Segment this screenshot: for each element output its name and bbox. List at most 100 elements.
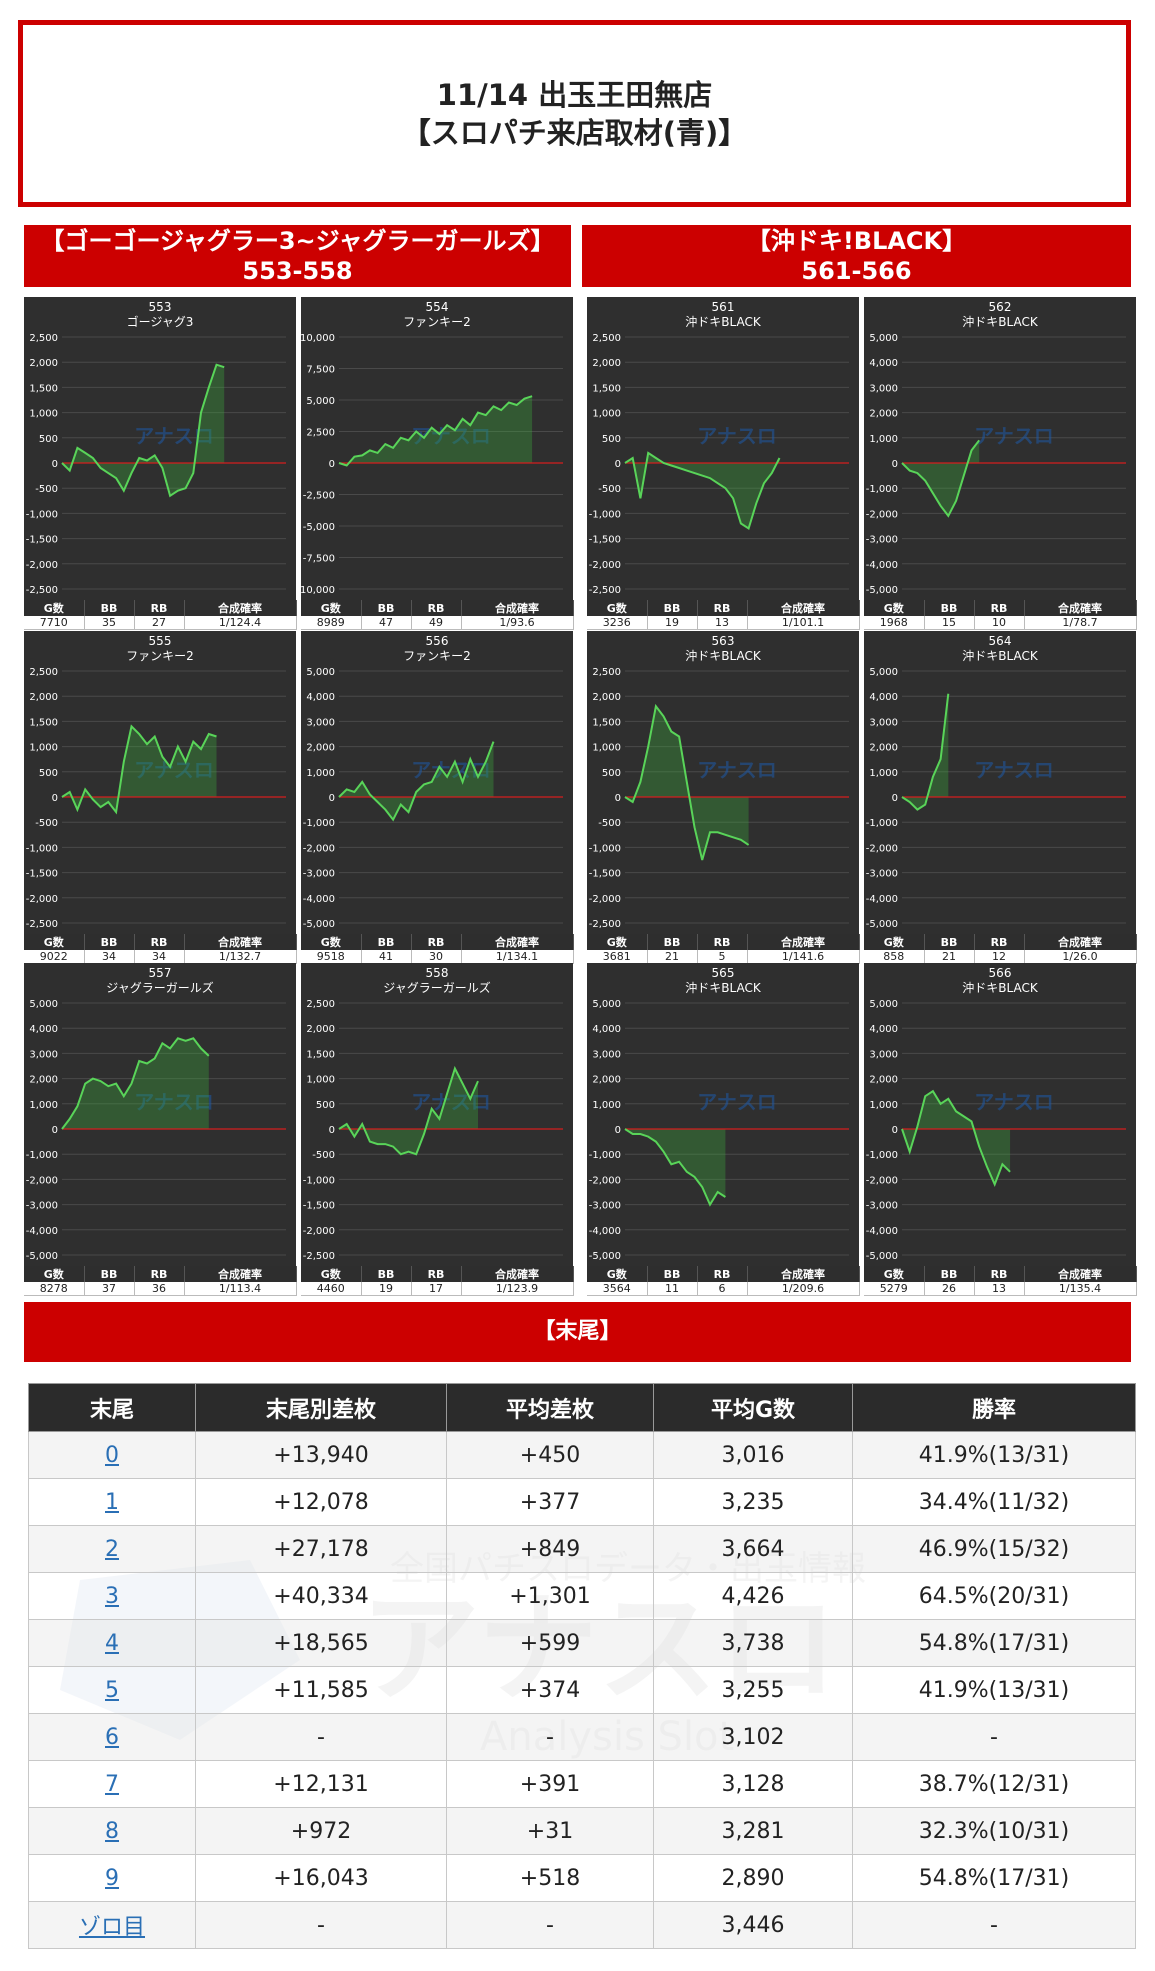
chart-y-tick-label: 1,000: [869, 768, 898, 779]
group-range: 561-566: [801, 257, 912, 285]
chart-y-tick-label: -500: [312, 1150, 335, 1161]
suffix-link[interactable]: 4: [105, 1630, 119, 1656]
suffix-link[interactable]: ゾロ目: [78, 1915, 145, 1940]
stat-value: 12: [974, 950, 1025, 964]
table-cell: +599: [446, 1619, 654, 1667]
stat-value: 21: [647, 950, 698, 964]
page-subtitle: 【スロパチ来店取材(青)】: [401, 115, 748, 150]
chart-unit-number: 561: [712, 300, 735, 314]
chart-y-tick-label: 5,000: [306, 667, 335, 678]
chart-watermark: アナスロ: [134, 1090, 214, 1114]
suffix-link[interactable]: 1: [105, 1489, 119, 1515]
chart-background: [24, 963, 296, 1266]
chart-machine-name: 沖ドキBLACK: [962, 981, 1039, 995]
chart-y-tick-label: 5,000: [869, 999, 898, 1010]
stat-header: RB: [411, 934, 462, 950]
chart-unit-number: 565: [712, 966, 735, 980]
stat-value: 1/209.6: [747, 1282, 860, 1296]
chart-y-tick-label: -1,500: [589, 869, 621, 880]
chart-y-tick-label: 2,000: [306, 1024, 335, 1035]
stat-header: RB: [411, 600, 462, 616]
table-cell: 4,426: [653, 1572, 853, 1620]
chart-y-tick-label: -10,000: [301, 585, 335, 596]
chart-watermark: アナスロ: [974, 424, 1054, 448]
stat-value: 1/123.9: [461, 1282, 574, 1296]
chart-y-tick-label: -4,000: [26, 1226, 58, 1237]
suffix-link[interactable]: 3: [105, 1583, 119, 1609]
stat-header: RB: [134, 600, 185, 616]
chart-stats: G数 BB RB 合成確率 8278 37 36 1/113.4: [24, 1266, 297, 1296]
stat-header: 合成確率: [747, 1266, 860, 1282]
chart-y-tick-label: 2,000: [592, 358, 621, 369]
chart-watermark: アナスロ: [697, 758, 777, 782]
table-cell: 32.3%(10/31): [852, 1807, 1136, 1855]
stat-header: 合成確率: [1024, 600, 1137, 616]
suffix-link[interactable]: 7: [105, 1771, 119, 1797]
chart-y-tick-label: -2,000: [26, 560, 58, 571]
stat-header: RB: [411, 1266, 462, 1282]
stat-value: 1/93.6: [461, 616, 574, 630]
suffix-cell: 9: [28, 1854, 196, 1902]
chart-stats: G数 BB RB 合成確率 8989 47 49 1/93.6: [301, 600, 574, 630]
chart-y-tick-label: -4,000: [303, 894, 335, 905]
chart-y-tick-label: 2,000: [29, 1075, 58, 1086]
chart-series-line: [61, 1037, 210, 1130]
chart-background: [24, 631, 296, 934]
suffix-table: 末尾 末尾別差枚 平均差枚 平均G数 勝率 0 +13,940 +450 3,016 41.9%…: [28, 1383, 1136, 1949]
table-cell: 46.9%(15/32): [852, 1525, 1136, 1573]
suffix-link[interactable]: 8: [105, 1818, 119, 1844]
chart-area-fill: [339, 1068, 478, 1155]
suffix-link[interactable]: 9: [105, 1865, 119, 1891]
chart-series-line: [61, 363, 225, 498]
stat-value: 47: [361, 616, 412, 630]
chart-machine-name: 沖ドキBLACK: [685, 315, 762, 329]
suffix-cell: 4: [28, 1619, 196, 1667]
table-cell: 3,016: [653, 1431, 853, 1479]
chart-panel-561: 561 沖ドキBLACK 2,500 2,000 1,500 1,000 500 0 -500 -…: [587, 297, 860, 630]
table-cell: +377: [446, 1478, 654, 1526]
stat-header: RB: [697, 1266, 748, 1282]
chart-y-tick-label: -5,000: [26, 1251, 58, 1262]
chart-y-tick-label: -2,500: [303, 491, 335, 502]
chart-y-tick-label: 0: [615, 793, 621, 804]
suffix-cell: ゾロ目: [28, 1901, 196, 1949]
chart-series-line: [624, 703, 750, 861]
stat-value: 9518: [301, 950, 362, 964]
chart-area-fill: [625, 452, 780, 529]
chart-y-tick-label: 0: [329, 793, 335, 804]
chart-y-tick-label: 1,000: [29, 409, 58, 420]
suffix-link[interactable]: 5: [105, 1677, 119, 1703]
suffix-link[interactable]: 6: [105, 1724, 119, 1750]
table-row: 6- -3,102-: [28, 1713, 1136, 1761]
stat-value: 3564: [587, 1282, 648, 1296]
chart-machine-name: 沖ドキBLACK: [962, 315, 1039, 329]
chart-stats: G数 BB RB 合成確率 3564 11 6 1/209.6: [587, 1266, 860, 1296]
stat-header: BB: [924, 600, 975, 616]
chart-y-tick-label: -1,000: [866, 1150, 898, 1161]
chart-y-tick-label: 1,000: [869, 1100, 898, 1111]
stat-value: 49: [411, 616, 462, 630]
stat-header: BB: [361, 934, 412, 950]
suffix-link[interactable]: 2: [105, 1536, 119, 1562]
chart-y-tick-label: -3,000: [866, 1201, 898, 1212]
chart-y-tick-label: -1,500: [589, 535, 621, 546]
suffix-column-header: 勝率: [852, 1383, 1136, 1432]
chart-stats: G数 BB RB 合成確率 5279 26 13 1/135.4: [864, 1266, 1137, 1296]
suffix-link[interactable]: 0: [105, 1442, 119, 1468]
stat-header: G数: [587, 600, 648, 616]
chart-y-tick-label: 2,500: [592, 667, 621, 678]
table-cell: +518: [446, 1854, 654, 1902]
stat-value: 1/78.7: [1024, 616, 1137, 630]
chart-area-fill: [902, 1091, 1011, 1185]
chart-y-tick-label: 2,500: [29, 333, 58, 344]
stat-value: 3681: [587, 950, 648, 964]
table-cell: 38.7%(12/31): [852, 1760, 1136, 1808]
table-cell: 41.9%(13/31): [852, 1666, 1136, 1714]
chart-y-tick-label: 1,500: [592, 383, 621, 394]
table-cell: -: [446, 1901, 654, 1949]
chart-y-tick-label: 1,000: [592, 409, 621, 420]
chart-y-tick-label: -1,000: [589, 509, 621, 520]
stat-value: 30: [411, 950, 462, 964]
